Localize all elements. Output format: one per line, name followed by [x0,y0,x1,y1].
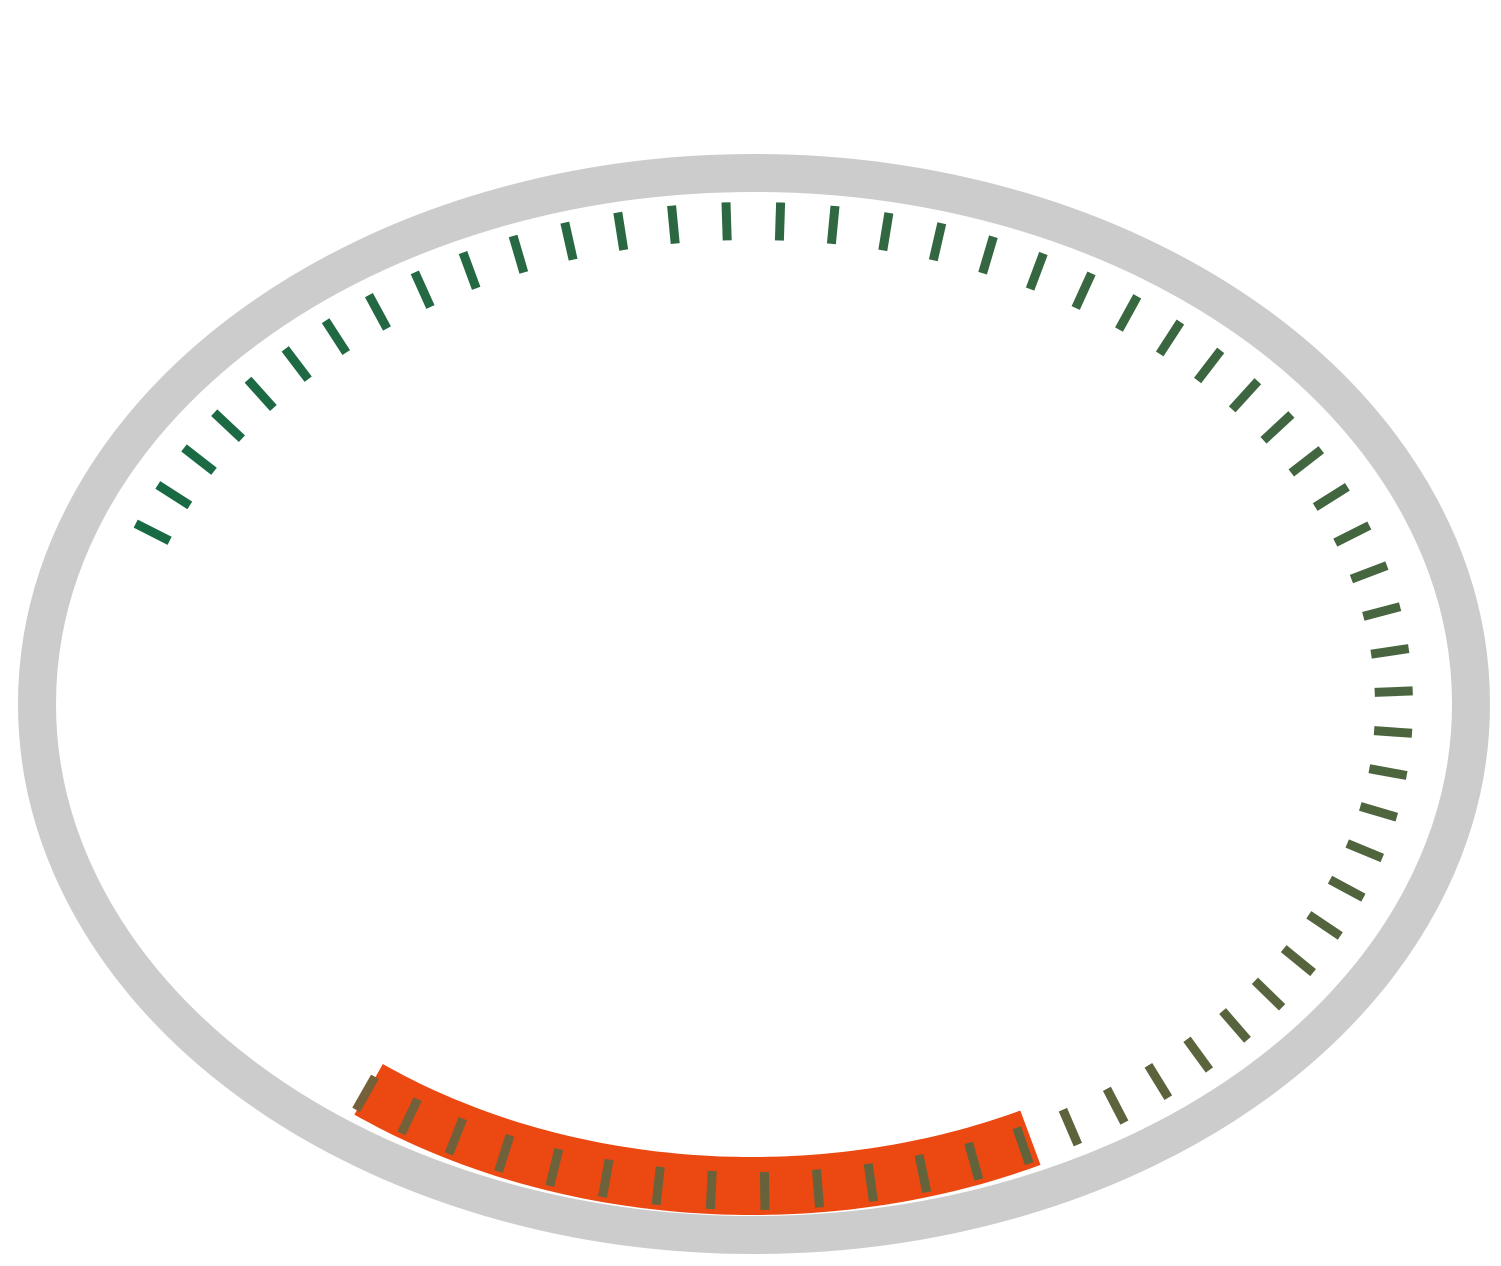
gauge-tick [1288,446,1325,477]
gauge-tick [1306,911,1343,940]
gauge-tick [914,1153,932,1194]
gauge-tick [444,1116,467,1156]
gauge-tick [651,1166,665,1206]
gauge-tick [181,444,217,475]
gauge-tick [1280,945,1316,977]
gauge-tick [1260,411,1295,444]
gauge-tick [964,1141,984,1181]
gauge-tick [759,1171,770,1210]
gauge-tick [560,221,578,261]
gauge-tick [1144,1062,1173,1101]
gauge-tick [410,270,435,309]
gauge-tick [1359,802,1399,822]
gauge-tick [281,346,312,382]
gauge-tick [863,1163,878,1203]
gauge-tick [978,235,998,275]
gauge-tick [1102,1086,1129,1125]
gauge-tick [1327,875,1366,902]
gauge-tick [1183,1036,1214,1073]
gauge-tick [1219,1008,1251,1043]
gauge-tick [878,212,894,252]
gauge-tick [1058,1107,1083,1147]
gauge-tick-group [133,202,1413,1210]
gauge-tick [1333,521,1372,547]
gauge-tick [826,205,840,245]
gauge-tick [812,1169,824,1208]
gauge-tick [1312,482,1350,511]
gauge-tick [1012,1126,1034,1166]
gauge-tick [1349,561,1389,584]
gauge-tick [1071,271,1096,310]
gauge-tick [1368,764,1408,780]
gauge-tick [508,234,529,274]
gauge-tick [1115,294,1142,332]
gauge-tick [774,202,786,241]
gauge-tick [244,376,277,412]
gauge-tick [667,205,680,245]
gauge-tick [1228,378,1262,413]
gauge-tick [364,292,391,331]
gauge-tick [705,1170,717,1210]
gauge-tick [494,1133,515,1173]
gauge-tick [458,251,481,290]
gauge-tick [1362,602,1402,621]
gauge-tick [613,211,629,251]
gauge-tick [598,1158,614,1198]
gauge-tick [133,519,172,545]
gauge-tick [1025,251,1048,291]
gauge-tick [1155,319,1185,357]
gauge-tick [721,202,732,241]
gauge-tick [1373,726,1413,738]
gauge-tick [545,1147,564,1187]
gauge-tick [397,1097,422,1136]
gauge-tick [1345,839,1385,863]
gauge-tick [928,222,947,262]
gauge-tick [211,409,245,442]
gauge-tick [155,481,193,510]
gauge-track-ring [18,154,1490,1254]
gauge-tick [352,1074,379,1113]
gauge-tick [321,318,350,356]
gauge-tick [1370,644,1410,659]
gauge-tick [1374,686,1413,697]
gauge-tick [1251,977,1286,1011]
gauge-tick [1194,347,1225,384]
